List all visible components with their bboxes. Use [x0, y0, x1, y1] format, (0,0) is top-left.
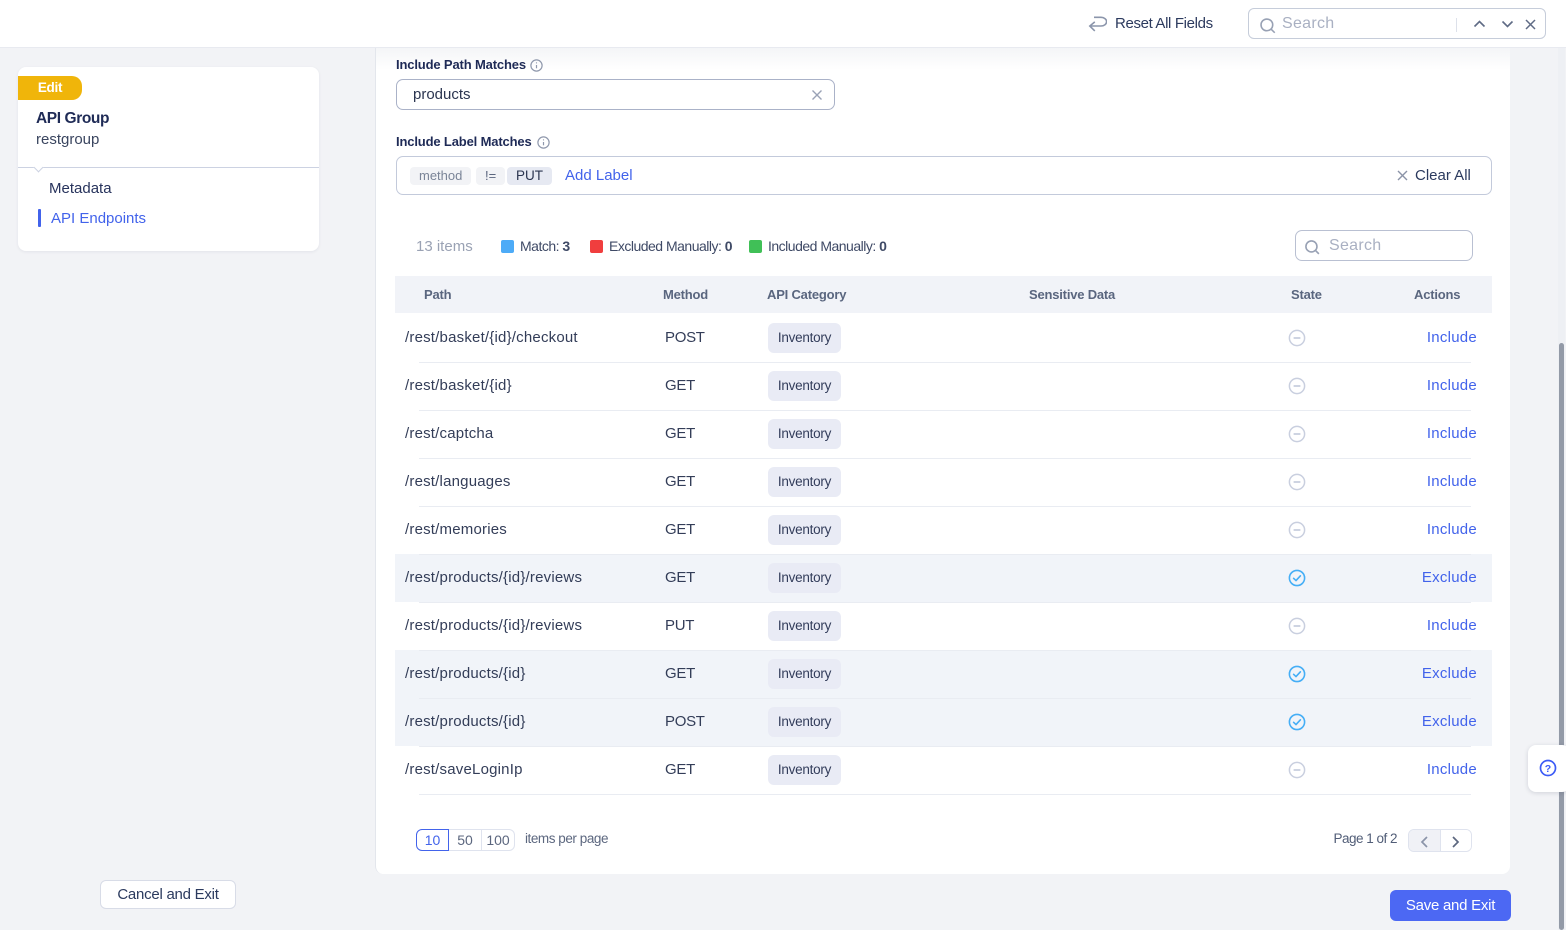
- svg-text:?: ?: [1545, 763, 1551, 775]
